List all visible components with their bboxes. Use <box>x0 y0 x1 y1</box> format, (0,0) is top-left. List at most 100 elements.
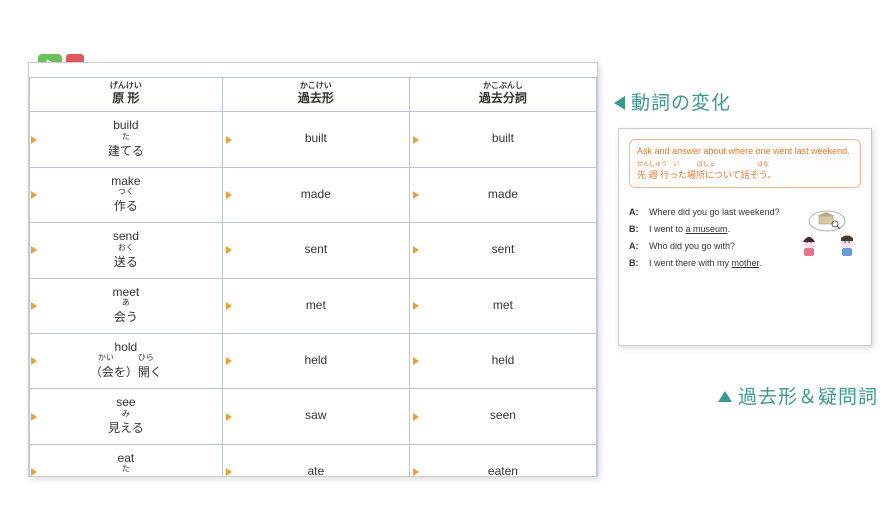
table-row: makeつく作る made made <box>30 167 597 222</box>
triangle-icon <box>413 302 419 310</box>
verb-en: eat <box>30 451 222 465</box>
prompt-box: Ask and answer about where one went last… <box>629 139 861 188</box>
triangle-up-icon <box>718 391 732 402</box>
dialog-speaker: A: <box>629 238 643 255</box>
th-main: 過去形 <box>298 91 334 105</box>
verb-jp: （会を）開く <box>30 363 222 380</box>
dialog-panel: Ask and answer about where one went last… <box>618 128 872 346</box>
verb-table-panel: げんけい 原 形 かこけい 過去形 かこぶんし 過去分詞 buildた建てるbu… <box>28 62 598 477</box>
verb-jp: 会う <box>30 308 222 325</box>
verb-pp: seen <box>490 408 516 422</box>
cell-base: holdかい ひら（会を）開く <box>30 333 223 388</box>
caption-text: 過去形＆疑問詞 <box>738 387 878 408</box>
row-triangle-icon <box>31 413 37 421</box>
verb-past: built <box>305 131 327 145</box>
verb-jp: 食べる <box>30 474 222 477</box>
cell-past: met <box>222 278 409 333</box>
triangle-icon <box>226 136 232 144</box>
table-row: meetあ会う met met <box>30 278 597 333</box>
th-main: 原 形 <box>112 91 139 105</box>
triangle-icon <box>226 246 232 254</box>
triangle-icon <box>413 246 419 254</box>
cell-base: sendおく送る <box>30 223 223 278</box>
dialog-speaker: B: <box>629 221 643 238</box>
triangle-icon <box>413 136 419 144</box>
verb-en: build <box>30 118 222 132</box>
table-row: eatた食べる ate eaten <box>30 444 597 477</box>
row-triangle-icon <box>31 136 37 144</box>
prompt-ruby: せんしゅう い ばしょ はな <box>637 161 853 169</box>
th-base: げんけい 原 形 <box>30 78 223 112</box>
verb-pp: sent <box>492 242 515 256</box>
caption-text: 動詞の変化 <box>631 93 731 114</box>
dialog-block: A: Where did you go last weekend? B: I went… <box>629 204 861 272</box>
verb-past: sent <box>304 242 327 256</box>
cell-pp: built <box>409 112 596 167</box>
cell-base: buildた建てる <box>30 112 223 167</box>
triangle-icon <box>413 191 419 199</box>
verb-pp: met <box>493 298 513 312</box>
cell-base: seeみ見える <box>30 389 223 444</box>
verb-jp: 作る <box>30 197 222 214</box>
triangle-icon <box>226 302 232 310</box>
dialog-speaker: B: <box>629 255 643 272</box>
verb-past: ate <box>307 464 324 477</box>
verb-pp: built <box>492 131 514 145</box>
dialog-text: Where did you go last weekend? <box>649 204 780 221</box>
dialog-illustration <box>795 208 859 258</box>
verb-jp-ruby: あ <box>30 299 222 307</box>
cell-pp: eaten <box>409 444 596 477</box>
th-ruby: かこけい <box>223 82 409 90</box>
table-header-row: げんけい 原 形 かこけい 過去形 かこぶんし 過去分詞 <box>30 78 597 112</box>
triangle-icon <box>413 468 419 476</box>
verb-table: げんけい 原 形 かこけい 過去形 かこぶんし 過去分詞 buildた建てるbu… <box>29 77 597 477</box>
verb-jp-ruby: み <box>30 410 222 418</box>
cell-past: ate <box>222 444 409 477</box>
verb-jp-ruby: つく <box>30 188 222 196</box>
verb-jp-ruby: た <box>30 465 222 473</box>
verb-past: held <box>304 353 327 367</box>
verb-jp-ruby: た <box>30 133 222 141</box>
prompt-english: Ask and answer about where one went last… <box>637 145 853 158</box>
cell-past: made <box>222 167 409 222</box>
verb-jp-ruby: おく <box>30 244 222 252</box>
cell-pp: made <box>409 167 596 222</box>
caption-verb-change: 動詞の変化 <box>614 88 731 115</box>
dialog-speaker: A: <box>629 204 643 221</box>
cell-past: built <box>222 112 409 167</box>
cell-past: sent <box>222 223 409 278</box>
verb-pp: made <box>488 187 518 201</box>
triangle-icon <box>226 413 232 421</box>
dialog-text: Who did you go with? <box>649 238 735 255</box>
cell-past: held <box>222 333 409 388</box>
dialog-text: I went there with my mother. <box>649 255 762 272</box>
table-row: sendおく送る sent sent <box>30 223 597 278</box>
triangle-icon <box>226 468 232 476</box>
row-triangle-icon <box>31 191 37 199</box>
th-pp: かこぶんし 過去分詞 <box>409 78 596 112</box>
row-triangle-icon <box>31 357 37 365</box>
verb-past: met <box>306 298 326 312</box>
verb-en: hold <box>30 340 222 354</box>
verb-en: make <box>30 174 222 188</box>
row-triangle-icon <box>31 246 37 254</box>
cell-pp: met <box>409 278 596 333</box>
verb-en: meet <box>30 285 222 299</box>
triangle-icon <box>413 357 419 365</box>
verb-past: saw <box>305 408 326 422</box>
table-row: holdかい ひら（会を）開くheldheld <box>30 333 597 388</box>
triangle-icon <box>226 357 232 365</box>
cell-past: saw <box>222 389 409 444</box>
dialog-text: I went to a museum. <box>649 221 730 238</box>
row-triangle-icon <box>31 468 37 476</box>
verb-past: made <box>301 187 331 201</box>
cell-base: meetあ会う <box>30 278 223 333</box>
triangle-left-icon <box>614 96 625 110</box>
verb-jp: 見える <box>30 419 222 436</box>
verb-en: see <box>30 395 222 409</box>
cell-pp: sent <box>409 223 596 278</box>
verb-jp: 建てる <box>30 142 222 159</box>
cell-base: makeつく作る <box>30 167 223 222</box>
verb-jp: 送る <box>30 253 222 270</box>
th-ruby: かこぶんし <box>410 82 596 90</box>
